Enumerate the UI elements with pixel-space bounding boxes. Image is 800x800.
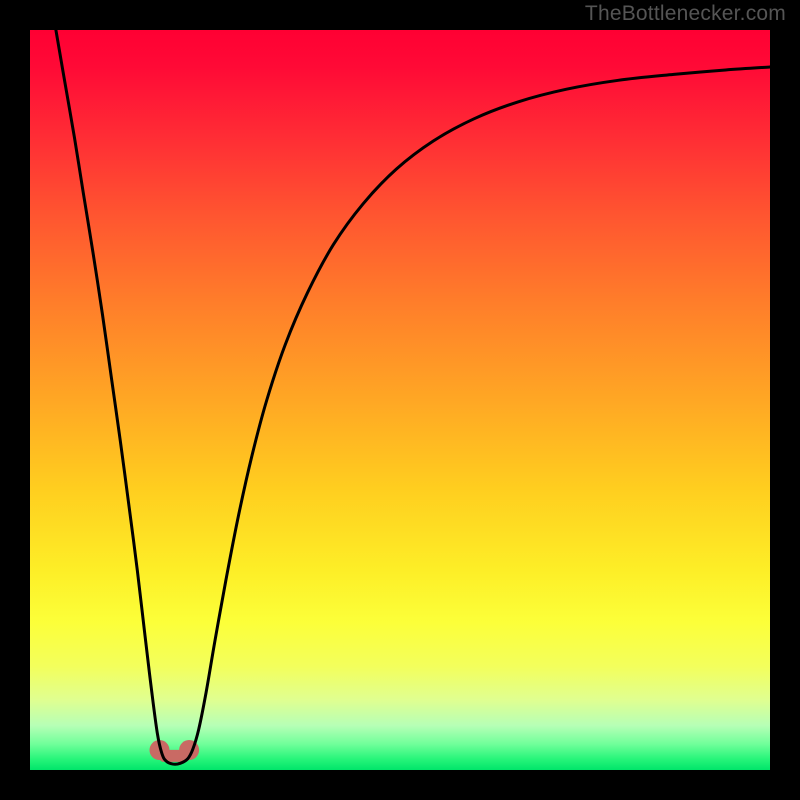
plot-background-gradient [30,30,770,770]
stage: TheBottlenecker.com [0,0,800,800]
chart-svg [0,0,800,800]
attribution-text: TheBottlenecker.com [585,2,786,26]
